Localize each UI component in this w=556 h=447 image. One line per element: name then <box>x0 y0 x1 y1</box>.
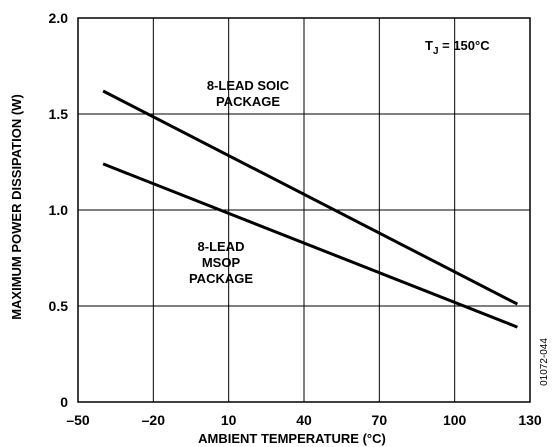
y-tick-label: 1.0 <box>49 202 69 218</box>
junction-temperature-label: TJ = 150°C <box>425 38 490 57</box>
x-tick-label: 130 <box>518 412 542 428</box>
y-tick-labels: 0 0.5 1.0 1.5 2.0 <box>49 10 69 410</box>
figure-code: 01072-044 <box>539 338 550 386</box>
soic-label-line2: PACKAGE <box>216 94 280 109</box>
y-tick-label: 1.5 <box>49 106 69 122</box>
grid-lines <box>78 18 530 402</box>
x-axis-title: AMBIENT TEMPERATURE (°C) <box>198 431 386 446</box>
x-tick-label: 100 <box>443 412 467 428</box>
x-tick-label: –20 <box>142 412 166 428</box>
plot-frame <box>77 17 531 403</box>
msop-label-line1: 8-LEAD <box>198 239 245 254</box>
msop-label-line2: MSOP <box>202 255 241 270</box>
y-tick-label: 2.0 <box>49 10 69 26</box>
x-tick-label: 70 <box>372 412 388 428</box>
msop-label-line3: PACKAGE <box>189 271 253 286</box>
series-lines <box>102 89 519 329</box>
x-tick-labels: –50 –20 10 40 70 100 130 <box>66 412 542 428</box>
y-tick-label: 0 <box>60 394 68 410</box>
x-tick-label: 40 <box>296 412 312 428</box>
y-axis-title: MAXIMUM POWER DISSIPATION (W) <box>9 94 24 320</box>
x-tick-label: 10 <box>221 412 237 428</box>
y-tick-label: 0.5 <box>49 298 69 314</box>
soic-series-line <box>102 89 519 306</box>
msop-series-line <box>102 162 518 329</box>
soic-label-line1: 8-LEAD SOIC <box>207 78 290 93</box>
x-tick-label: –50 <box>66 412 90 428</box>
